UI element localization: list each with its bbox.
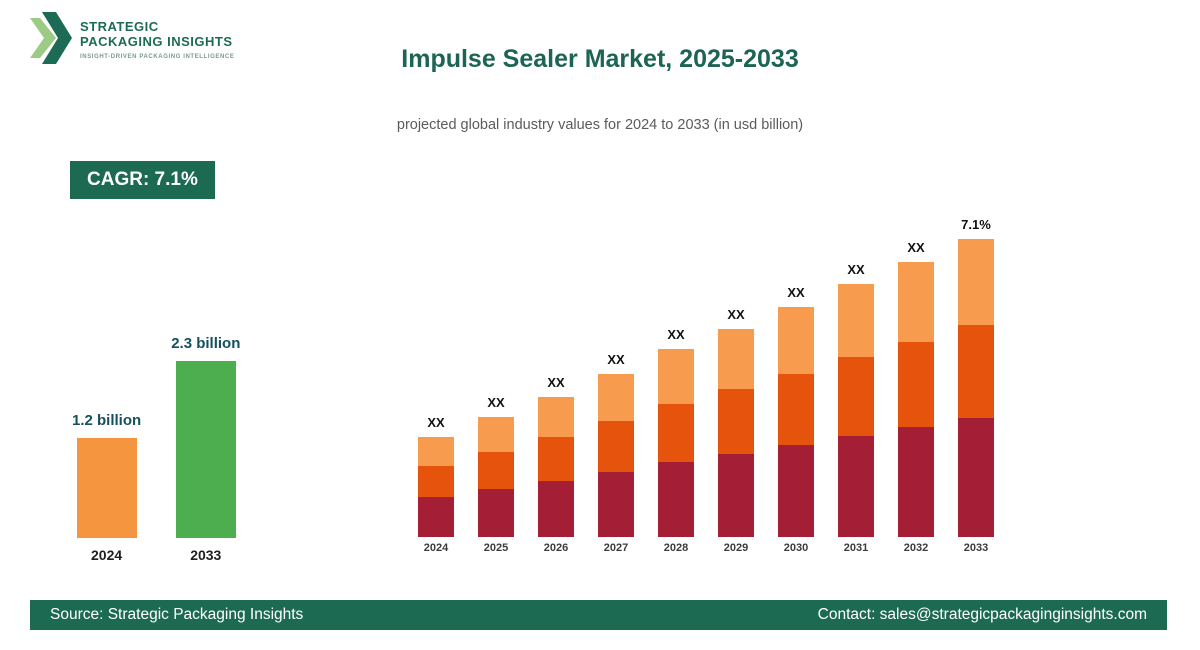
stacked-bar-2024 — [418, 437, 454, 537]
bar-top-label: XX — [547, 375, 565, 390]
mini-year-label: 2024 — [91, 547, 123, 563]
stacked-chart: XX 2024 XX 2025 XX 2026 XX 2027 XX 2028 XX 2029 XX 20… — [418, 217, 994, 555]
stacked-bar-column-2033: 7.1% 2033 — [958, 217, 994, 555]
stacked-year-label: 2024 — [423, 542, 449, 554]
logo-line-1: STRATEGIC — [80, 19, 159, 35]
segment-bottom — [898, 427, 934, 537]
stacked-bar-column-2025: XX 2025 — [478, 395, 514, 555]
stacked-bar-2032 — [898, 262, 934, 537]
segment-middle — [838, 357, 874, 436]
contact-text: Contact: sales@strategicpackaginginsight… — [817, 606, 1147, 623]
footer-bar: Source: Strategic Packaging Insights Con… — [30, 600, 1167, 630]
mini-value-label: 1.2 billion — [72, 412, 142, 429]
segment-bottom — [658, 462, 694, 537]
segment-bottom — [838, 436, 874, 537]
segment-bottom — [718, 454, 754, 537]
segment-bottom — [478, 489, 514, 537]
stacked-bar-2027 — [598, 374, 634, 537]
mini-year-label: 2033 — [190, 547, 222, 563]
mini-bar-2024 — [76, 438, 137, 538]
stacked-bar-column-2029: XX 2029 — [718, 307, 754, 555]
bar-top-label: XX — [727, 307, 745, 322]
stacked-bar-column-2026: XX 2026 — [538, 375, 574, 555]
mini-bar-column-2024: 1.2 billion 2024 — [72, 412, 141, 565]
bar-top-label: XX — [607, 352, 625, 367]
bar-top-label: XX — [487, 395, 505, 410]
segment-top — [598, 374, 634, 421]
mini-value-label: 2.3 billion — [171, 335, 241, 352]
segment-top — [958, 239, 994, 325]
stacked-bar-2030 — [778, 307, 814, 537]
segment-middle — [958, 325, 994, 418]
stacked-bar-2029 — [718, 329, 754, 537]
bar-top-label: 7.1% — [961, 217, 991, 232]
source-text: Source: Strategic Packaging Insights — [50, 606, 304, 623]
stacked-year-label: 2025 — [483, 542, 509, 554]
segment-bottom — [598, 472, 634, 537]
mini-bar-2033 — [175, 361, 236, 538]
segment-top — [718, 329, 754, 389]
segment-top — [778, 307, 814, 374]
stacked-bar-column-2031: XX 2031 — [838, 262, 874, 555]
segment-top — [538, 397, 574, 437]
stacked-bar-2028 — [658, 349, 694, 537]
segment-middle — [718, 389, 754, 454]
logo-line-2: PACKAGING INSIGHTS — [80, 34, 233, 50]
segment-middle — [598, 421, 634, 472]
bar-top-label: XX — [847, 262, 865, 277]
bar-top-label: XX — [787, 285, 805, 300]
stacked-bar-column-2024: XX 2024 — [418, 415, 454, 555]
page-subtitle: projected global industry values for 202… — [396, 117, 804, 133]
bar-top-label: XX — [667, 327, 685, 342]
segment-top — [418, 437, 454, 466]
bar-top-label: XX — [427, 415, 445, 430]
logo: STRATEGIC PACKAGING INSIGHTS INSIGHT-DRI… — [30, 12, 234, 69]
page-title: Impulse Sealer Market, 2025-2033 — [401, 45, 799, 73]
stacked-bar-column-2027: XX 2027 — [598, 352, 634, 555]
segment-middle — [898, 342, 934, 427]
stacked-bar-column-2030: XX 2030 — [778, 285, 814, 555]
mini-chart: 1.2 billion 2024 2.3 billion 2033 — [72, 335, 240, 565]
stacked-year-label: 2026 — [543, 542, 569, 554]
stacked-year-label: 2032 — [903, 542, 929, 554]
logo-text: STRATEGIC PACKAGING INSIGHTS INSIGHT-DRI… — [80, 19, 235, 61]
stacked-bar-2025 — [478, 417, 514, 537]
segment-middle — [478, 452, 514, 489]
segment-middle — [538, 437, 574, 481]
stacked-year-label: 2030 — [783, 542, 809, 554]
segment-bottom — [778, 445, 814, 537]
stacked-year-label: 2027 — [603, 542, 629, 554]
segment-middle — [418, 466, 454, 497]
logo-tagline: INSIGHT-DRIVEN PACKAGING INTELLIGENCE — [80, 53, 235, 60]
bar-top-label: XX — [907, 240, 925, 255]
segment-top — [898, 262, 934, 342]
stacked-year-label: 2033 — [963, 542, 989, 554]
segment-middle — [658, 404, 694, 462]
cagr-badge: CAGR: 7.1% — [70, 161, 215, 199]
mini-bar-column-2033: 2.3 billion 2033 — [171, 335, 240, 565]
stacked-bar-2026 — [538, 397, 574, 537]
segment-bottom — [538, 481, 574, 537]
stacked-year-label: 2031 — [843, 542, 869, 554]
segment-top — [658, 349, 694, 404]
segment-bottom — [958, 418, 994, 537]
stacked-bar-column-2032: XX 2032 — [898, 240, 934, 555]
stacked-year-label: 2029 — [723, 542, 749, 554]
stacked-bar-2033 — [958, 239, 994, 537]
stacked-bar-column-2028: XX 2028 — [658, 327, 694, 555]
segment-top — [478, 417, 514, 452]
stacked-year-label: 2028 — [663, 542, 689, 554]
segment-top — [838, 284, 874, 357]
chevron-logo-icon — [30, 12, 72, 69]
segment-middle — [778, 374, 814, 445]
stacked-bar-2031 — [838, 284, 874, 537]
segment-bottom — [418, 497, 454, 537]
